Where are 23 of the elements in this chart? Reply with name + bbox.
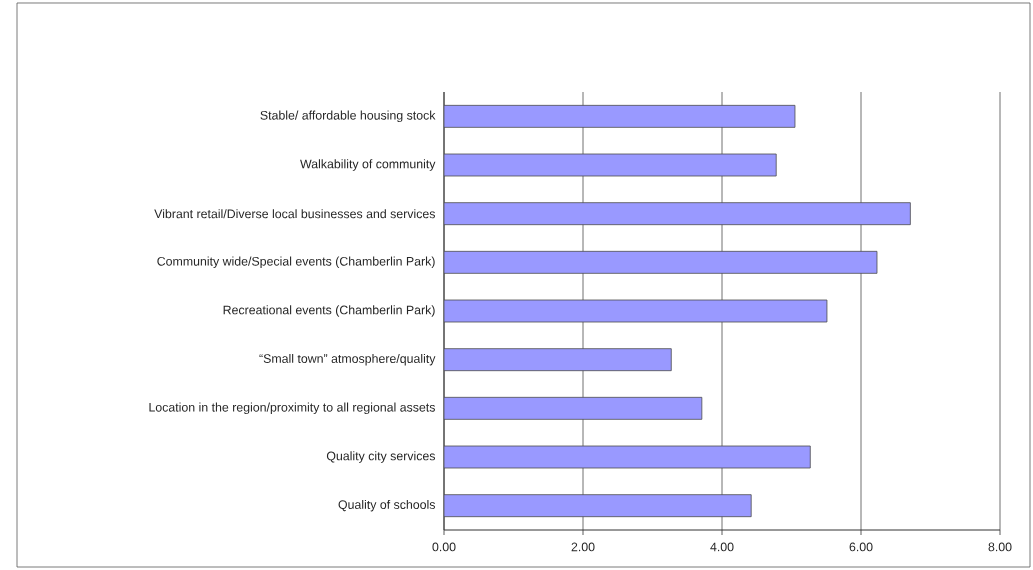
y-tick-label: Quality city services: [326, 451, 436, 463]
y-tick-label: Quality of schools: [338, 499, 436, 512]
y-tick-label: Vibrant retail/Diverse local businesses and services: [154, 209, 435, 219]
y-tick-label: Recreational events (Chamberlin Park): [223, 305, 435, 317]
x-tick-label: 6.00: [849, 542, 873, 552]
y-tick-label: Stable/ affordable housing stock: [260, 110, 436, 123]
y-tick-label: Walkability of community: [300, 159, 436, 171]
bar: [444, 250, 878, 274]
bar: [444, 104, 796, 128]
bar: [444, 396, 703, 420]
y-tick-label: “Small town” atmosphere/quality: [259, 353, 436, 366]
x-tick-label: 0.00: [432, 542, 456, 552]
bar: [444, 445, 811, 469]
bar: [444, 153, 777, 177]
bar: [444, 299, 828, 323]
bar: [444, 202, 911, 226]
x-tick-label: 2.00: [571, 542, 595, 552]
y-tick-label: Community wide/Special events (Chamberlin Park): [157, 256, 435, 269]
bar: [444, 494, 752, 518]
x-tick-label: 4.00: [710, 542, 734, 552]
y-tick-label: Location in the region/proximity to all regional assets: [149, 402, 435, 415]
x-tick-label: 8.00: [988, 542, 1012, 552]
bar: [444, 348, 672, 372]
